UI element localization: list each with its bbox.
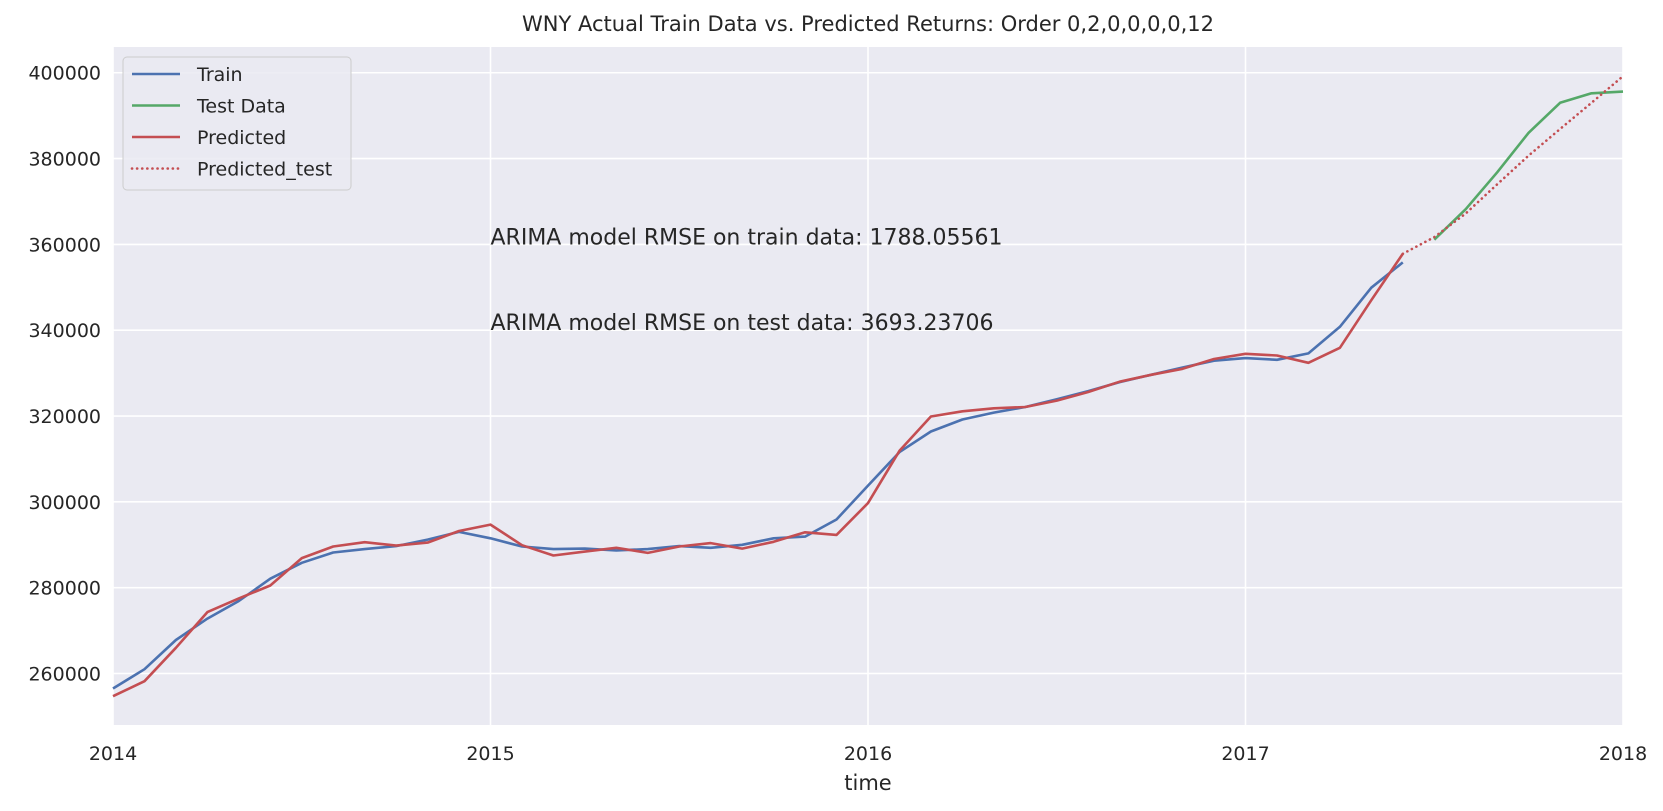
series-line-test-data	[1433, 90, 1624, 241]
x-tick-label: 2016	[844, 743, 892, 765]
x-axis-label: time	[844, 771, 891, 795]
legend-label: Predicted_test	[197, 159, 332, 181]
x-tick-label: 2018	[1599, 743, 1647, 765]
x-tick-label: 2015	[466, 743, 514, 765]
y-tick-label: 320000	[28, 406, 101, 428]
x-tick-label: 2014	[89, 743, 137, 765]
annotation-text: ARIMA model RMSE on test data: 3693.2370…	[491, 311, 994, 336]
series-line-predicted-test	[1401, 74, 1625, 256]
y-tick-label: 260000	[28, 664, 101, 686]
y-axis-ticks: 260000 280000 300000 320000 340000 360000 3800…	[28, 63, 101, 686]
x-tick-label: 2017	[1221, 743, 1269, 765]
y-tick-label: 380000	[28, 149, 101, 171]
legend-box	[122, 56, 352, 191]
y-tick-label: 340000	[28, 320, 101, 342]
y-tick-label: 300000	[28, 492, 101, 514]
y-tick-label: 280000	[28, 578, 101, 600]
y-tick-label: 360000	[28, 234, 101, 256]
annotations: ARIMA model RMSE on train data: 1788.055…	[491, 225, 1003, 336]
y-tick-label: 400000	[28, 63, 101, 85]
legend-label: Test Data	[196, 96, 286, 118]
series-layer	[112, 74, 1625, 698]
series-line-predicted	[112, 253, 1404, 698]
legend-label: Train	[196, 64, 243, 86]
legend: Train Test Data Predicted Predicted_test	[122, 56, 352, 191]
annotation-text: ARIMA model RMSE on train data: 1788.055…	[491, 225, 1003, 250]
legend-label: Predicted	[197, 127, 286, 149]
chart-title: WNY Actual Train Data vs. Predicted Retu…	[522, 12, 1214, 36]
x-axis-ticks: 2014 2015 2016 2017 2018	[89, 743, 1647, 765]
grid-lines	[112, 47, 1624, 725]
